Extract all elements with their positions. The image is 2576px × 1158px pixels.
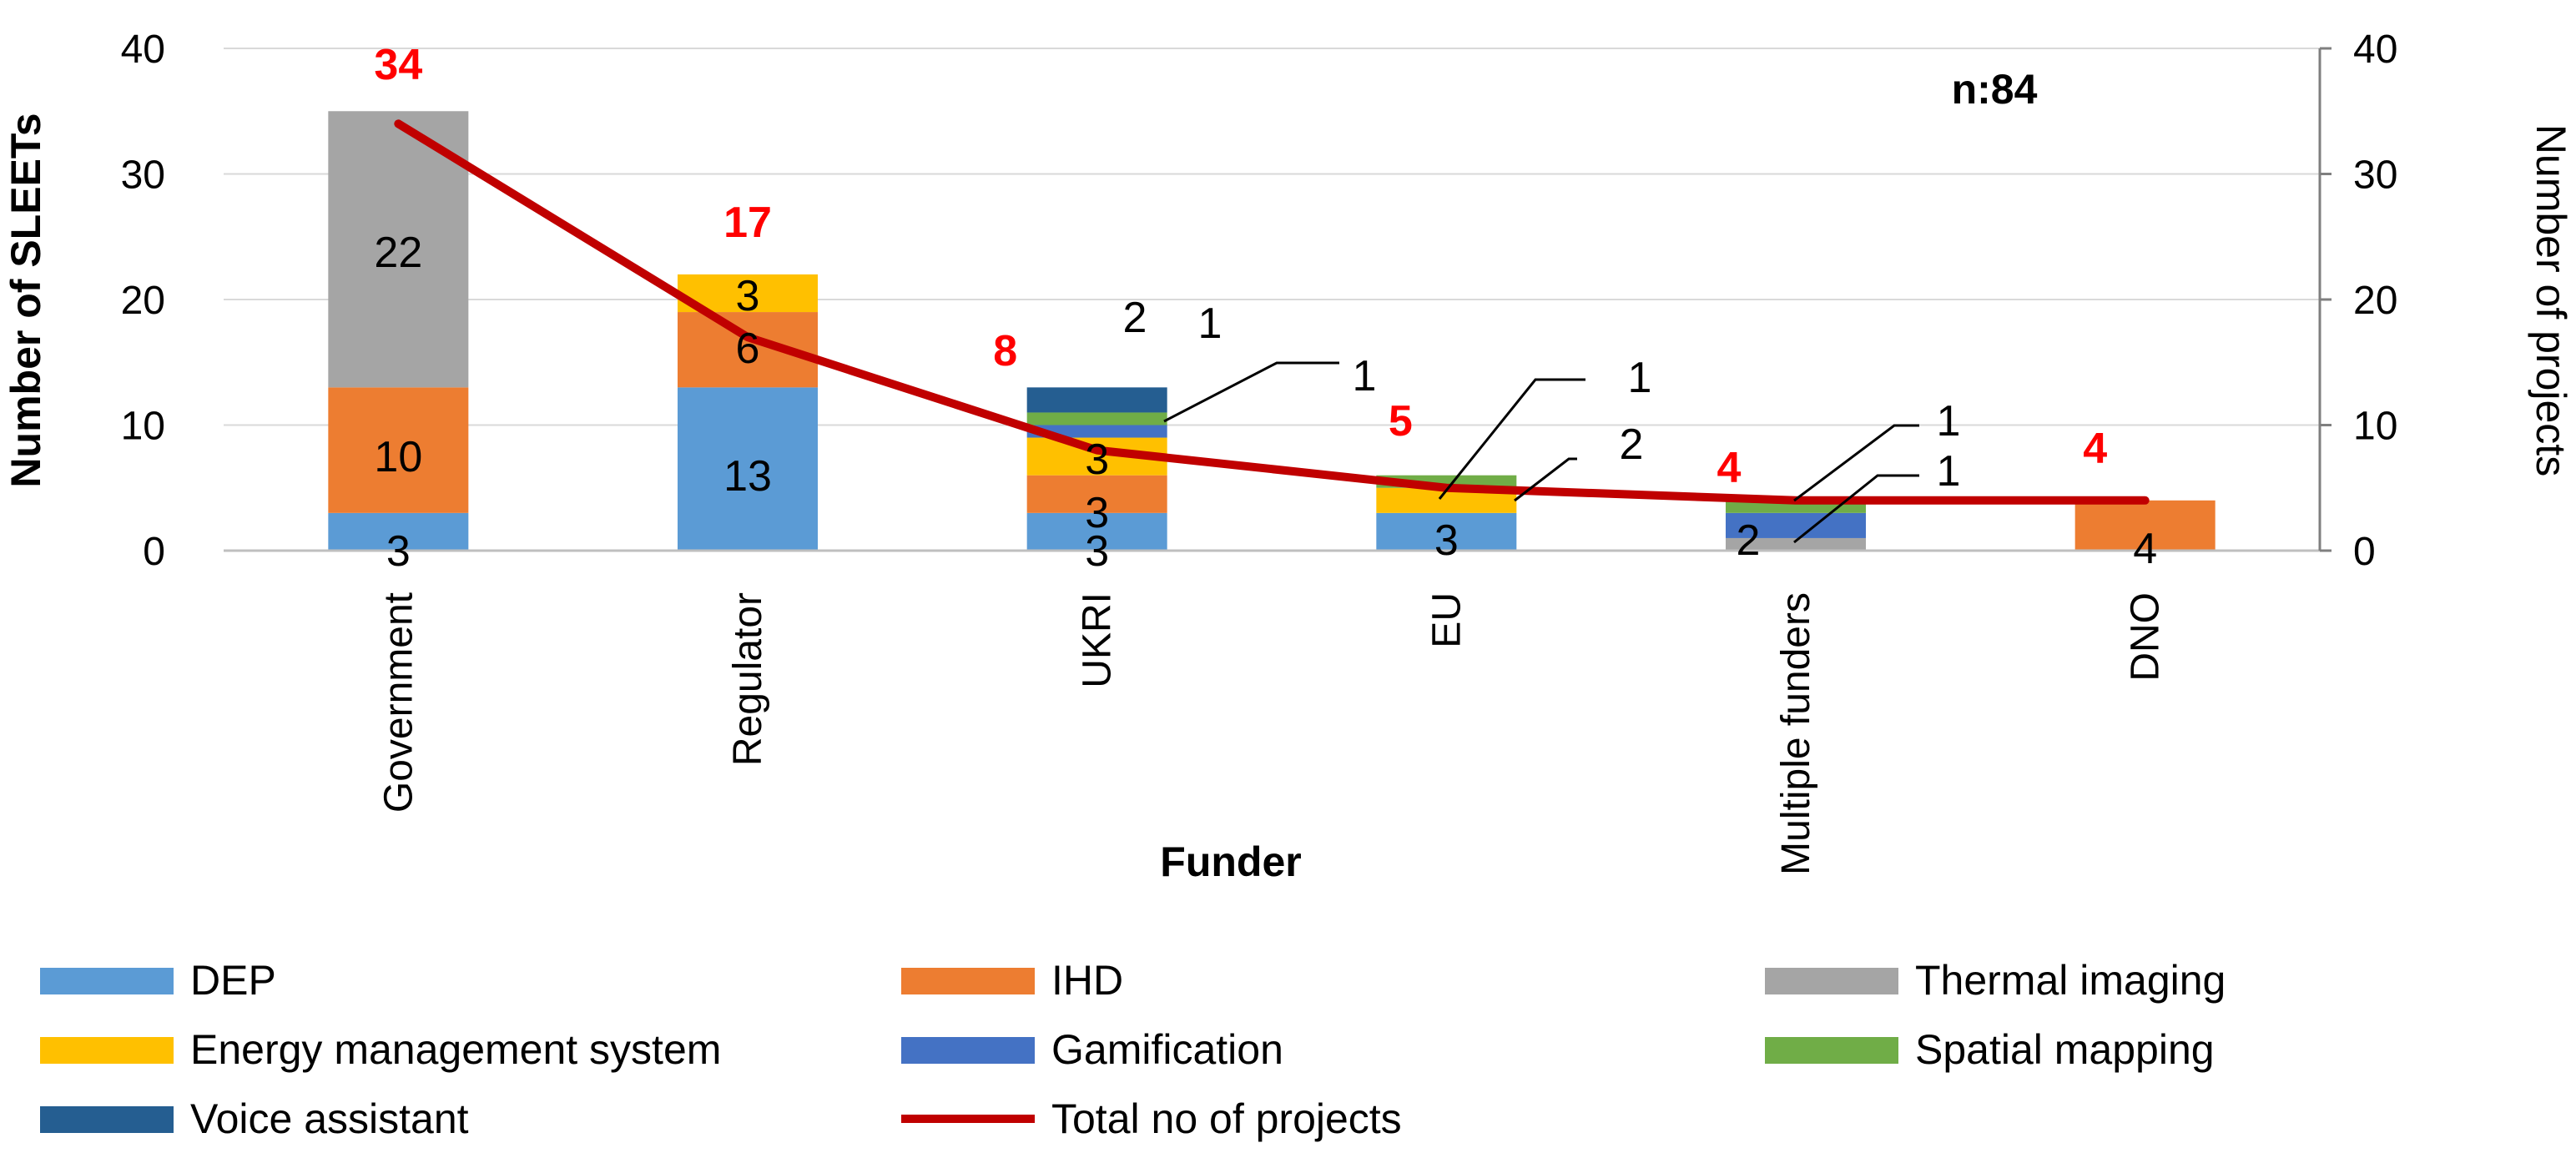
segment-value-label: 3 <box>1085 527 1109 576</box>
y2-tick-label: 40 <box>2353 28 2397 72</box>
segment-value-label: 2 <box>1123 294 1147 342</box>
leader-line <box>1514 457 1577 502</box>
total-projects-line <box>394 119 2150 505</box>
bar-segment <box>1026 475 1167 513</box>
legend-label: Voice assistant <box>190 1095 469 1142</box>
legend-swatch <box>1765 968 1898 994</box>
leader-line <box>1793 474 1919 544</box>
segment-value-label: 6 <box>736 325 760 373</box>
gridlines <box>224 48 2320 426</box>
total-projects-label: 4 <box>1717 444 1742 492</box>
legend-label: IHD <box>1051 957 1123 1004</box>
sample-size-annotation: n:84 <box>1952 66 2038 113</box>
bar-segment <box>678 387 818 551</box>
legend-label: Total no of projects <box>1051 1095 1402 1142</box>
legend-label: Gamification <box>1051 1026 1283 1073</box>
bar-segment <box>1026 387 1167 413</box>
leader-line <box>1793 424 1919 502</box>
category-label: UKRI <box>1076 592 1120 688</box>
bar-segment <box>1726 512 1866 538</box>
leader-line <box>1438 378 1585 500</box>
segment-value-label: 1 <box>1628 354 1652 402</box>
axes: 0 10 20 30 40 0 10 20 30 40 Government Regulator UKR… <box>121 28 2398 875</box>
segment-value-label: 1 <box>1198 300 1222 348</box>
total-projects-label: 4 <box>2083 425 2107 473</box>
y2-tick-label: 0 <box>2353 530 2376 574</box>
total-projects-label: 5 <box>1389 397 1413 446</box>
y2-tick-label: 30 <box>2353 154 2397 198</box>
y-tick-label: 20 <box>121 279 165 323</box>
segment-value-label: 3 <box>1085 489 1109 537</box>
y2-axis-title: Number of projects <box>2528 124 2574 476</box>
category-label: Multiple funders <box>1774 592 1818 875</box>
category-label: Government <box>376 592 421 813</box>
y-tick-label: 10 <box>121 405 165 449</box>
legend-swatch <box>40 1106 174 1133</box>
legend-swatch <box>1765 1037 1898 1064</box>
y-tick-label: 0 <box>143 530 165 574</box>
bar-segment <box>2074 500 2216 551</box>
segment-value-label: 2 <box>1620 420 1644 469</box>
legend-label: Energy management system <box>190 1026 721 1073</box>
legend-swatch <box>40 1037 174 1064</box>
segment-value-label: 10 <box>374 433 422 481</box>
category-label: Regulator <box>726 592 770 766</box>
legend: DEP IHD Thermal imaging Energy management s… <box>40 957 2226 1142</box>
legend-swatch <box>901 1037 1035 1064</box>
bar-segment <box>1026 412 1167 425</box>
segment-value-label: 22 <box>374 229 422 277</box>
y2-tick-label: 20 <box>2353 279 2397 323</box>
legend-label: DEP <box>190 957 276 1004</box>
segment-value-label: 3 <box>1085 436 1109 484</box>
category-label: EU <box>1424 592 1469 648</box>
bar-segment <box>328 512 469 551</box>
segment-value-label: 1 <box>1937 397 1961 446</box>
total-projects-label: 17 <box>723 199 772 247</box>
y-axis-title: Number of SLEETs <box>3 113 49 487</box>
bar-segment <box>328 111 469 388</box>
segment-value-label: 2 <box>1737 516 1761 565</box>
bar-segment <box>1726 537 1866 551</box>
segment-value-label: 1 <box>1937 447 1961 496</box>
x-axis-title: Funder <box>1160 838 1301 885</box>
y2-tick-label: 10 <box>2353 405 2397 449</box>
total-projects-label: 8 <box>993 327 1017 375</box>
legend-swatch <box>901 968 1035 994</box>
total-projects-label: 34 <box>374 41 422 89</box>
bar-segment <box>1376 512 1517 551</box>
segment-value-label: 3 <box>736 272 760 320</box>
segment-value-label: 4 <box>2133 525 2157 573</box>
legend-swatch <box>40 968 174 994</box>
segment-value-label: 3 <box>1434 516 1459 565</box>
segment-value-label: 1 <box>1353 352 1377 400</box>
y-tick-label: 30 <box>121 154 165 198</box>
bar-segment <box>1026 512 1167 551</box>
segment-value-label: 13 <box>723 452 772 501</box>
segment-value-label: 3 <box>386 527 411 576</box>
category-label: DNO <box>2124 592 2168 682</box>
bar-segments <box>328 111 2216 551</box>
leader-line <box>1163 361 1339 423</box>
total-projects-line-layer <box>394 119 2150 505</box>
legend-label: Spatial mapping <box>1915 1026 2215 1073</box>
y-tick-label: 40 <box>121 28 165 72</box>
bar-segment <box>328 387 469 513</box>
legend-label: Thermal imaging <box>1915 957 2226 1004</box>
